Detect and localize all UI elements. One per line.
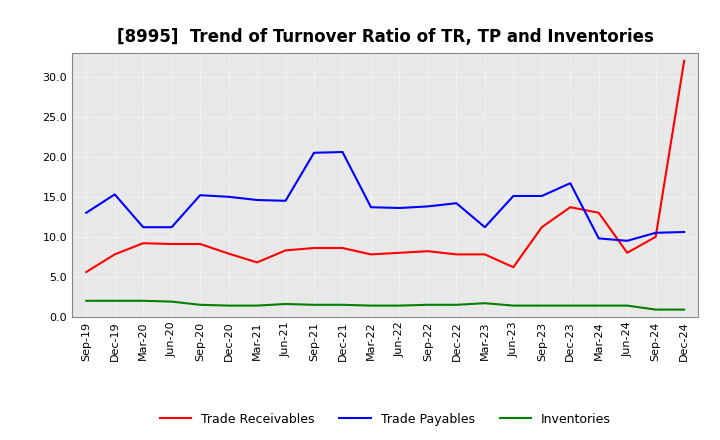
Trade Receivables <box>310 246 318 251</box>
Trade Payables <box>537 193 546 198</box>
Inventories <box>253 303 261 308</box>
Trade Receivables <box>282 248 290 253</box>
Trade Payables <box>480 224 489 230</box>
Trade Receivables <box>680 58 688 63</box>
Trade Payables <box>395 205 404 211</box>
Line: Inventories: Inventories <box>86 301 684 310</box>
Trade Receivables <box>423 249 432 254</box>
Inventories <box>452 302 461 308</box>
Trade Receivables <box>139 241 148 246</box>
Trade Payables <box>253 198 261 203</box>
Trade Receivables <box>225 251 233 256</box>
Inventories <box>139 298 148 304</box>
Trade Receivables <box>623 250 631 256</box>
Trade Receivables <box>452 252 461 257</box>
Inventories <box>338 302 347 308</box>
Trade Payables <box>225 194 233 199</box>
Trade Receivables <box>480 252 489 257</box>
Trade Payables <box>566 180 575 186</box>
Inventories <box>652 307 660 312</box>
Inventories <box>595 303 603 308</box>
Trade Receivables <box>167 242 176 247</box>
Inventories <box>509 303 518 308</box>
Trade Receivables <box>566 205 575 210</box>
Inventories <box>167 299 176 304</box>
Inventories <box>82 298 91 304</box>
Inventories <box>423 302 432 308</box>
Line: Trade Receivables: Trade Receivables <box>86 61 684 272</box>
Trade Payables <box>680 229 688 235</box>
Inventories <box>680 307 688 312</box>
Trade Payables <box>282 198 290 203</box>
Legend: Trade Receivables, Trade Payables, Inventories: Trade Receivables, Trade Payables, Inven… <box>155 407 616 430</box>
Trade Payables <box>110 192 119 197</box>
Trade Payables <box>623 238 631 243</box>
Inventories <box>110 298 119 304</box>
Trade Receivables <box>82 269 91 275</box>
Trade Receivables <box>110 252 119 257</box>
Inventories <box>366 303 375 308</box>
Trade Receivables <box>537 224 546 230</box>
Trade Payables <box>310 150 318 155</box>
Trade Receivables <box>509 264 518 270</box>
Trade Payables <box>366 205 375 210</box>
Trade Payables <box>595 236 603 241</box>
Inventories <box>395 303 404 308</box>
Trade Receivables <box>338 246 347 251</box>
Trade Receivables <box>196 242 204 247</box>
Inventories <box>225 303 233 308</box>
Trade Receivables <box>366 252 375 257</box>
Trade Receivables <box>652 234 660 239</box>
Trade Payables <box>82 210 91 216</box>
Inventories <box>537 303 546 308</box>
Trade Receivables <box>595 210 603 216</box>
Inventories <box>623 303 631 308</box>
Inventories <box>310 302 318 308</box>
Trade Payables <box>338 149 347 154</box>
Trade Payables <box>167 224 176 230</box>
Inventories <box>282 301 290 307</box>
Inventories <box>480 301 489 306</box>
Title: [8995]  Trend of Turnover Ratio of TR, TP and Inventories: [8995] Trend of Turnover Ratio of TR, TP… <box>117 28 654 46</box>
Line: Trade Payables: Trade Payables <box>86 152 684 241</box>
Trade Receivables <box>253 260 261 265</box>
Inventories <box>196 302 204 308</box>
Trade Payables <box>423 204 432 209</box>
Trade Payables <box>509 193 518 198</box>
Trade Payables <box>196 193 204 198</box>
Trade Payables <box>139 224 148 230</box>
Trade Payables <box>452 201 461 206</box>
Inventories <box>566 303 575 308</box>
Trade Receivables <box>395 250 404 256</box>
Trade Payables <box>652 230 660 235</box>
